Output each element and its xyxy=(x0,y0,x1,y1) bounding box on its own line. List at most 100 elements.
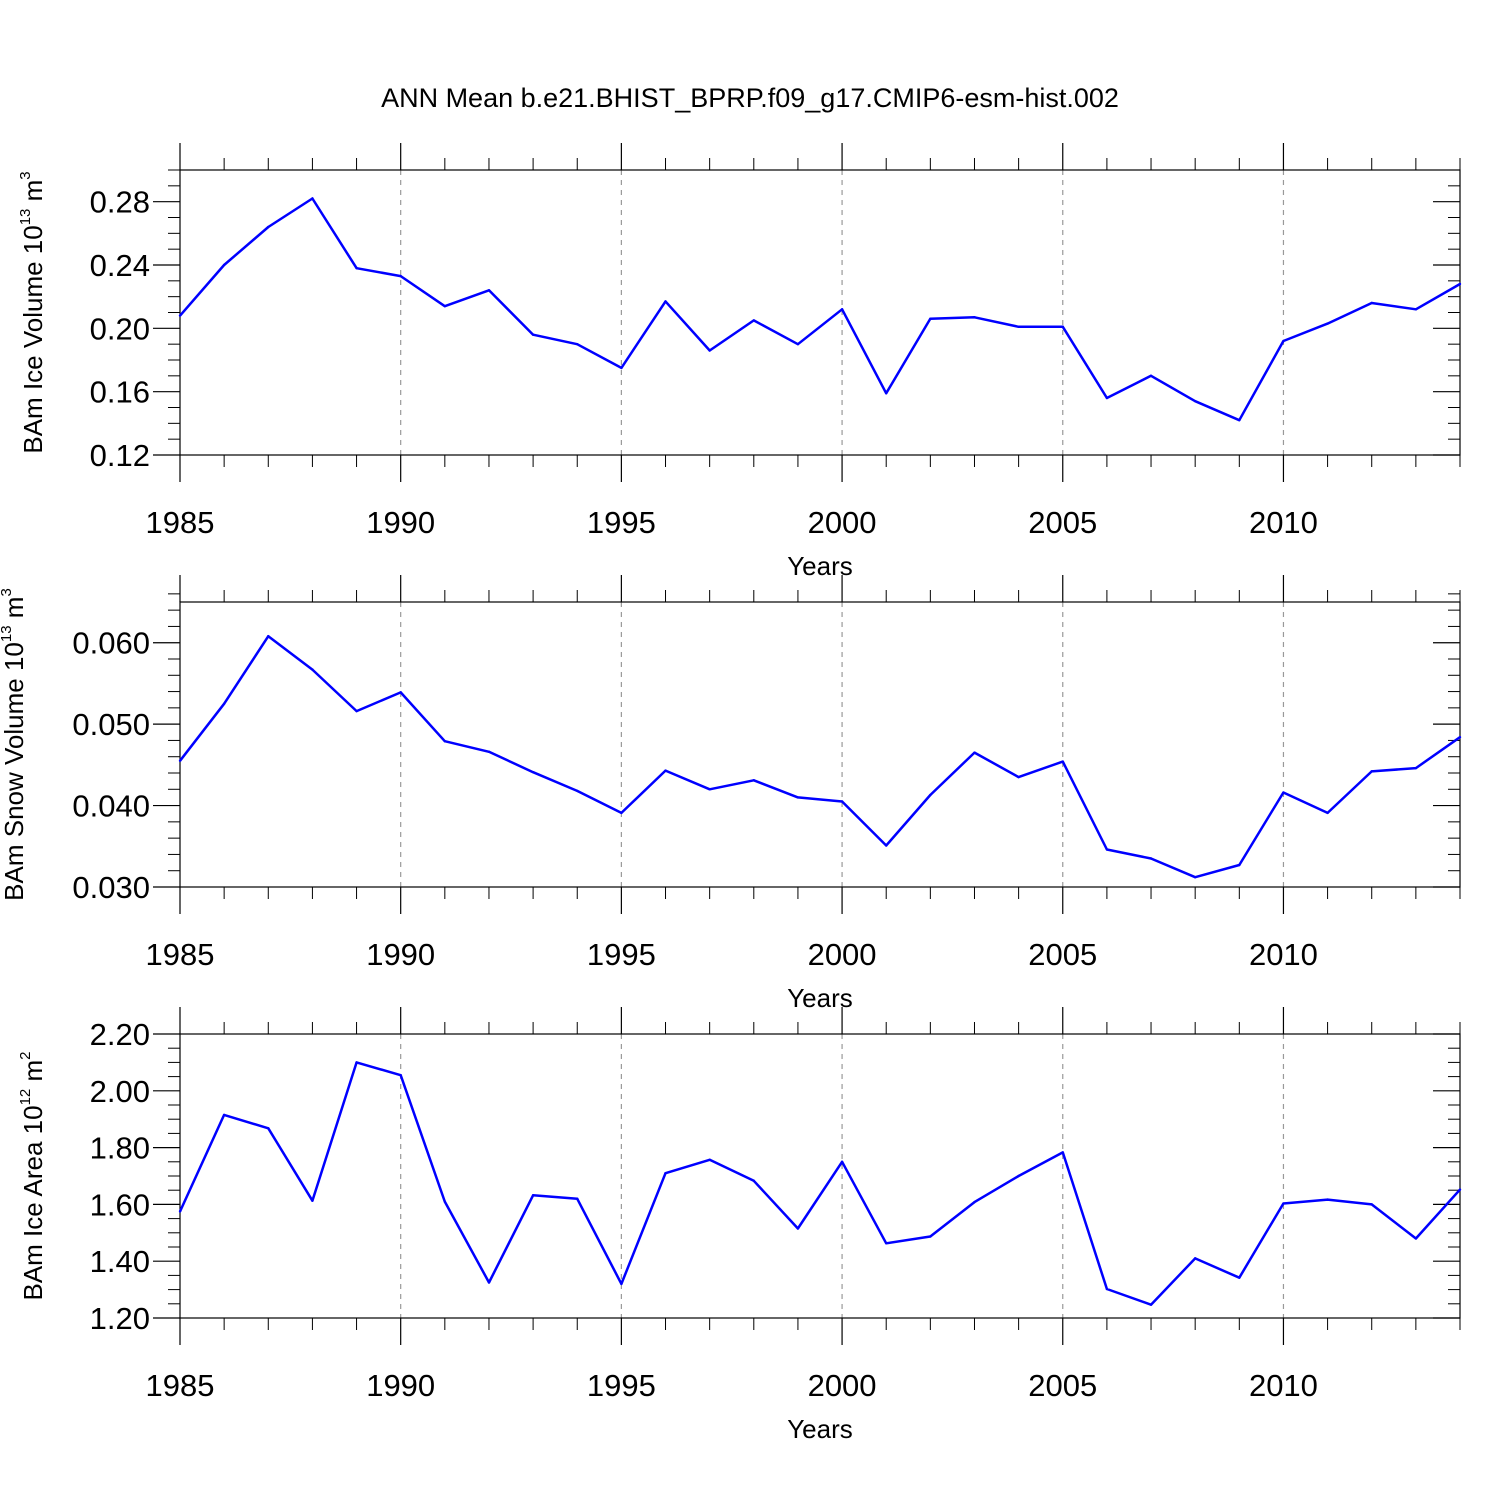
data-point xyxy=(1061,1151,1064,1154)
data-point xyxy=(664,769,667,772)
x-tick-label: 2000 xyxy=(808,505,877,540)
y-tick-label: 0.28 xyxy=(90,185,150,220)
data-point xyxy=(355,709,358,713)
y-tick-label: 2.00 xyxy=(90,1074,150,1109)
data-point xyxy=(1370,1203,1373,1206)
data-point xyxy=(1193,1257,1197,1260)
data-point xyxy=(1017,325,1020,328)
y-tick-label: 1.20 xyxy=(90,1301,150,1336)
panel-2: 1985 1990 1995 2000 2005 2010 0.030 0.040 0.050 0… xyxy=(0,575,1462,1013)
data-point xyxy=(178,314,182,317)
data-point xyxy=(620,811,623,815)
data-point xyxy=(885,1242,888,1245)
y-tick-label: 2.20 xyxy=(90,1017,150,1052)
x-tick-label: 1995 xyxy=(587,505,656,540)
y-tick-label: 0.12 xyxy=(90,438,150,473)
y-axis-title: BAm Ice Area 1012 m2 xyxy=(17,1051,48,1300)
data-point xyxy=(1017,1174,1020,1178)
data-point xyxy=(1458,282,1462,286)
data-point xyxy=(1326,811,1329,815)
data-point xyxy=(620,1282,623,1286)
x-tick-label: 2005 xyxy=(1028,505,1097,540)
y-tick-label: 0.050 xyxy=(72,707,150,742)
data-point xyxy=(1149,857,1153,860)
x-tick-label: 2000 xyxy=(808,937,877,972)
data-point xyxy=(620,366,623,370)
data-point xyxy=(1326,1198,1329,1201)
data-point xyxy=(796,796,800,799)
data-point xyxy=(1105,848,1109,851)
y-axis-title: BAm Ice Volume 1013 m3 xyxy=(17,171,48,453)
data-point xyxy=(708,788,711,791)
x-axis-title: Years xyxy=(787,551,853,581)
data-point xyxy=(267,1127,270,1130)
data-point xyxy=(752,1179,755,1183)
y-tick-label: 1.80 xyxy=(90,1131,150,1166)
data-point xyxy=(752,779,755,782)
data-point xyxy=(222,702,226,705)
x-tick-label: 1990 xyxy=(366,937,435,972)
data-point xyxy=(929,793,932,797)
data-point xyxy=(399,691,402,694)
data-point xyxy=(222,1113,226,1117)
panel-3: 1985 1990 1995 2000 2005 2010 1.20 1.40 1.60 1.80… xyxy=(17,1007,1462,1444)
figure-title: ANN Mean b.e21.BHIST_BPRP.f09_g17.CMIP6-… xyxy=(381,83,1119,113)
data-point xyxy=(576,1197,579,1200)
data-point xyxy=(1458,1188,1462,1191)
y-tick-label: 1.40 xyxy=(90,1244,150,1279)
data-point xyxy=(443,740,447,743)
data-point xyxy=(1282,791,1285,794)
y-tick-label: 0.060 xyxy=(72,626,150,661)
x-tick-label: 1995 xyxy=(587,1368,656,1403)
panels: 1985 1990 1995 2000 2005 2010 0.12 0.16 0.20 0.24… xyxy=(0,143,1462,1444)
data-point xyxy=(1105,1287,1109,1291)
data-point xyxy=(1370,301,1373,305)
data-point xyxy=(796,1227,800,1230)
data-point xyxy=(443,304,447,308)
data-point xyxy=(1238,418,1241,422)
series-line xyxy=(178,1061,1461,1306)
data-point xyxy=(1193,876,1197,879)
data-point xyxy=(399,1073,402,1077)
y-axis-title: BAm Snow Volume 1013 m3 xyxy=(0,588,29,901)
data-point xyxy=(664,1171,667,1175)
y-tick-label: 0.20 xyxy=(90,311,150,346)
data-point xyxy=(355,1061,358,1064)
x-tick-label: 1995 xyxy=(587,937,656,972)
data-point xyxy=(1414,1237,1418,1240)
x-tick-label: 1985 xyxy=(146,1368,215,1403)
data-point xyxy=(487,750,491,754)
data-point xyxy=(1017,775,1020,779)
y-tick-label: 0.040 xyxy=(72,789,150,824)
data-point xyxy=(1282,339,1285,343)
series-line xyxy=(179,634,1461,879)
data-point xyxy=(885,392,888,395)
data-point xyxy=(267,225,270,229)
data-point xyxy=(840,308,844,311)
data-point xyxy=(1238,863,1241,867)
x-tick-label: 2005 xyxy=(1028,937,1097,972)
x-tick-label: 1985 xyxy=(146,937,215,972)
data-point xyxy=(355,266,358,270)
x-tick-label: 1985 xyxy=(146,505,215,540)
data-point xyxy=(576,789,579,793)
data-point xyxy=(1370,770,1373,773)
data-point xyxy=(840,800,844,803)
data-point xyxy=(531,770,535,774)
data-point xyxy=(752,319,755,322)
series-line xyxy=(179,197,1461,422)
data-point xyxy=(1458,735,1462,739)
data-point xyxy=(487,1281,491,1284)
data-point xyxy=(531,333,535,336)
data-point xyxy=(576,342,579,346)
x-axis-title: Years xyxy=(787,983,853,1013)
y-tick-label: 0.24 xyxy=(90,248,150,283)
x-tick-label: 2010 xyxy=(1249,1368,1318,1403)
data-point xyxy=(178,1210,182,1213)
x-tick-label: 2005 xyxy=(1028,1368,1097,1403)
data-point xyxy=(1414,766,1418,770)
y-tick-label: 0.030 xyxy=(72,870,150,905)
data-point xyxy=(531,1194,535,1197)
y-tick-label: 1.60 xyxy=(90,1187,150,1222)
